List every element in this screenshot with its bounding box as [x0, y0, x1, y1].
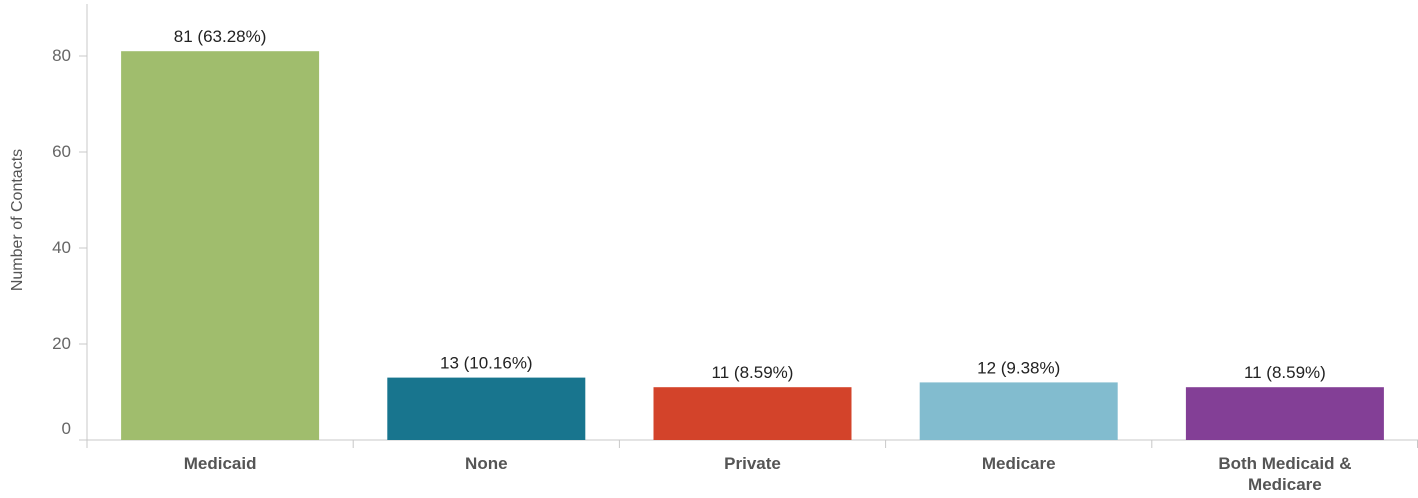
x-tick-label: Both Medicaid & Medicare — [1218, 454, 1351, 493]
x-tick-label: Medicare — [982, 454, 1056, 473]
y-tick-label: 0 — [62, 419, 71, 438]
y-axis: 0 20 40 60 80 — [52, 4, 88, 441]
data-labels-group: 81 (63.28%) 13 (10.16%) 11 (8.59%) 12 (9.38… — [174, 27, 1326, 382]
bar[interactable] — [919, 382, 1118, 440]
x-tick-label: None — [465, 454, 508, 473]
bar-data-label: 13 (10.16%) — [440, 354, 533, 373]
y-tick-label: 20 — [52, 334, 71, 353]
y-tick-label: 60 — [52, 142, 71, 161]
x-tick-label: Medicaid — [184, 454, 257, 473]
x-axis: Medicaid None Private Medicare Both Medicaid… — [86, 439, 1418, 494]
bar-data-label: 81 (63.28%) — [174, 27, 267, 46]
x-tick-label: Private — [724, 454, 781, 473]
bar[interactable] — [387, 377, 586, 440]
bar-data-label: 11 (8.59%) — [1244, 363, 1326, 382]
bar[interactable] — [121, 51, 320, 440]
bar[interactable] — [653, 387, 852, 440]
bar-data-label: 12 (9.38%) — [977, 358, 1060, 377]
bar[interactable] — [1185, 387, 1384, 440]
y-tick-label: 80 — [52, 46, 71, 65]
bars-group — [121, 51, 1384, 440]
y-axis-label: Number of Contacts — [9, 149, 26, 291]
y-tick-label: 40 — [52, 238, 71, 257]
bar-data-label: 11 (8.59%) — [712, 363, 794, 382]
